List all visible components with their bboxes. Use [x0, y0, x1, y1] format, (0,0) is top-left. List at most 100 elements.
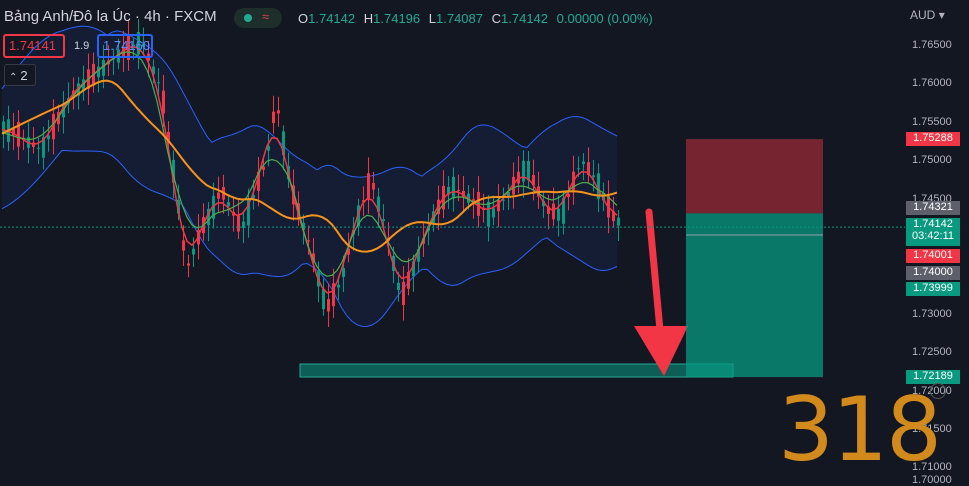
candle-body — [57, 112, 60, 125]
down-arrow-icon[interactable] — [634, 208, 688, 376]
candle-body — [367, 173, 370, 200]
candle-body — [327, 299, 330, 312]
candle-body — [552, 203, 555, 220]
candle-body — [562, 198, 565, 224]
high-label: H — [363, 11, 374, 26]
candle-body — [242, 221, 245, 228]
candle-body — [517, 171, 520, 184]
candle-body — [602, 193, 605, 201]
band-lower-line — [1, 149, 618, 328]
price-tag: 1.73999 — [906, 282, 960, 296]
market-status[interactable]: ≈ — [234, 8, 282, 28]
candle-body — [507, 192, 510, 196]
candle-body — [412, 261, 415, 277]
candle-body — [12, 128, 15, 136]
drawings[interactable] — [0, 139, 905, 378]
price-tick: 1.76500 — [912, 39, 952, 51]
candle-body — [377, 196, 380, 212]
short-position-risk[interactable] — [686, 139, 823, 214]
candle-body — [142, 43, 145, 47]
candle-body — [192, 248, 195, 255]
price-tag: 1.72189 — [906, 370, 960, 385]
indicators-count: 2 — [20, 68, 28, 83]
band-upper-line — [1, 25, 618, 178]
ohlc-legend: O1.74142 H1.74196 L1.74087 C1.74142 0.00… — [298, 11, 658, 26]
candle-body — [462, 190, 465, 197]
candle-body — [407, 271, 410, 289]
price-tag: 1.74321 — [906, 201, 960, 215]
buy-button[interactable]: 1.74160 — [97, 34, 153, 58]
candle-body — [612, 211, 615, 222]
market-open-icon — [244, 14, 252, 22]
price-tag: 1.74000 — [906, 266, 960, 280]
candle-body — [37, 147, 40, 149]
candle-body — [302, 222, 305, 230]
ma-slow-line — [1, 79, 618, 253]
high-value: 1.74196 — [373, 11, 421, 26]
short-position-reward[interactable] — [686, 213, 823, 378]
candle-body — [262, 166, 265, 170]
price-tag-value: 1.74142 — [913, 218, 953, 230]
candle-body — [137, 31, 140, 55]
watermark: 318 — [778, 378, 942, 481]
candle-body — [32, 142, 35, 147]
close-value: 1.74142 — [501, 11, 549, 26]
spread-value: 1.9 — [74, 40, 90, 52]
candle-body — [582, 161, 585, 165]
price-tag-value: 1.73999 — [913, 282, 953, 294]
candle-body — [312, 253, 315, 262]
candle-body — [372, 183, 375, 190]
candle-body — [162, 90, 165, 114]
candle-body — [547, 206, 550, 214]
candle-body — [492, 208, 495, 218]
waves-icon: ≈ — [262, 9, 270, 24]
candle-body — [337, 284, 340, 288]
candle-body — [127, 34, 130, 61]
candle-body — [267, 145, 270, 151]
sell-button[interactable]: 1.74141 — [3, 34, 65, 58]
candle-body — [452, 176, 455, 199]
candle-body — [417, 249, 420, 262]
price-tick: 1.75500 — [912, 115, 952, 128]
candle-body — [207, 208, 210, 226]
candle-body — [217, 192, 220, 199]
candle-body — [187, 263, 190, 266]
price-tag-value: 1.74000 — [913, 266, 953, 278]
chevron-down-icon: ▾ — [938, 8, 945, 22]
candle-body — [152, 66, 155, 75]
chevron-up-icon: ⌃ — [9, 72, 18, 83]
candle-body — [382, 219, 385, 222]
price-tag-value: 1.74001 — [913, 249, 953, 261]
candle-body — [272, 111, 275, 124]
candle-body — [362, 200, 365, 203]
candle-body — [332, 283, 335, 307]
candle-body — [282, 131, 285, 156]
candle-body — [97, 66, 100, 78]
change-value: 0.00000 (0.00%) — [556, 11, 653, 26]
candle-body — [322, 289, 325, 310]
candle-body — [577, 168, 580, 170]
candle-body — [597, 173, 600, 199]
price-tag-value: 1.72189 — [913, 370, 953, 383]
symbol-title[interactable]: Bảng Anh/Đô la Úc · 4h · FXCM — [4, 8, 217, 25]
candle-body — [42, 137, 45, 158]
candle-body — [502, 199, 505, 201]
candle-body — [277, 110, 280, 114]
indicators-toggle[interactable]: ⌃ 2 — [4, 64, 36, 86]
price-tag: 1.74001 — [906, 249, 960, 263]
candle-body — [172, 159, 175, 183]
candle-body — [102, 60, 105, 76]
open-label: O — [298, 11, 309, 26]
candle-body — [182, 240, 185, 251]
candle-body — [402, 281, 405, 306]
price-tick: 1.72500 — [912, 346, 952, 359]
candle-body — [342, 267, 345, 278]
candle-body — [527, 160, 530, 181]
price-tick: 1.76000 — [912, 77, 952, 90]
currency-selector[interactable]: AUD ▾ — [910, 8, 945, 22]
settings-icon[interactable] — [930, 383, 946, 399]
candle-body — [617, 217, 620, 226]
price-tag-value: 1.75288 — [913, 132, 953, 145]
open-value: 1.74142 — [308, 11, 356, 26]
